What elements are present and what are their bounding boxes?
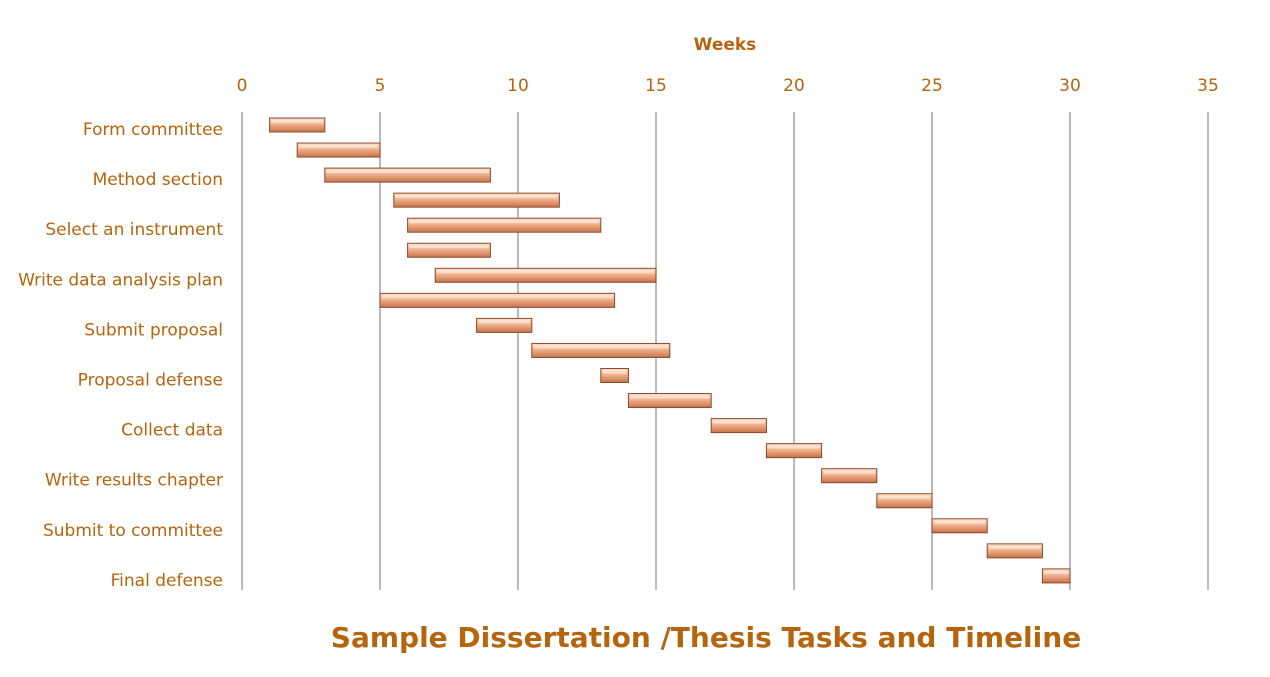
task-bar-body xyxy=(379,292,616,308)
task-bar-highlight xyxy=(713,420,765,424)
task-bar-body xyxy=(765,443,823,459)
task-bar xyxy=(600,368,629,383)
task-bar-body xyxy=(476,317,533,333)
x-tick-label: 30 xyxy=(1059,76,1081,96)
task-bar xyxy=(710,418,767,434)
task-bar-highlight xyxy=(934,520,986,524)
task-bar-highlight xyxy=(326,170,489,174)
category-label: Collect data xyxy=(121,421,223,441)
x-tick-label: 15 xyxy=(645,76,667,96)
task-bar-highlight xyxy=(409,245,489,249)
chart-title: Sample Dissertation /Thesis Tasks and Ti… xyxy=(331,621,1081,654)
x-axis-ticks: 0 5 10 15 20 25 30 35 xyxy=(237,76,1219,96)
task-bar xyxy=(379,292,616,308)
task-bar-highlight xyxy=(768,445,820,449)
x-tick-label: 35 xyxy=(1197,76,1219,96)
task-bar-highlight xyxy=(271,120,323,123)
task-bar-highlight xyxy=(630,395,710,399)
task-bar xyxy=(765,443,823,459)
category-label: Method section xyxy=(93,170,223,190)
task-bar-highlight xyxy=(299,145,378,149)
task-bar xyxy=(986,543,1043,559)
task-bar-highlight xyxy=(823,470,875,474)
task-bar-body xyxy=(600,368,629,383)
x-tick-label: 0 xyxy=(237,76,248,96)
task-bar-body xyxy=(269,117,326,133)
task-bar-body xyxy=(324,167,491,183)
task-bar xyxy=(393,192,560,208)
x-tick-label: 20 xyxy=(783,76,805,96)
task-bar-highlight xyxy=(533,345,668,349)
task-bar xyxy=(324,167,491,183)
task-bar-highlight xyxy=(437,270,654,274)
task-bar-body xyxy=(931,518,988,534)
task-bar-body xyxy=(876,493,933,509)
task-bar xyxy=(1041,568,1071,584)
task-bar xyxy=(627,393,712,409)
x-tick-label: 10 xyxy=(507,76,529,96)
task-bar-highlight xyxy=(409,220,599,224)
task-bar xyxy=(821,468,878,484)
x-tick-label: 5 xyxy=(375,76,386,96)
task-bar-highlight xyxy=(602,370,627,374)
task-bars xyxy=(269,117,1071,584)
category-label: Write results chapter xyxy=(45,471,223,491)
task-bar-body xyxy=(531,342,671,358)
task-bar-body xyxy=(296,142,381,158)
category-label: Write data analysis plan xyxy=(18,270,223,290)
task-bar-highlight xyxy=(382,295,613,299)
task-bar xyxy=(876,493,933,509)
task-bar xyxy=(931,518,988,534)
category-label: Submit proposal xyxy=(84,320,223,340)
task-bar-body xyxy=(1041,568,1071,584)
category-label: Submit to committee xyxy=(43,521,223,541)
task-bar xyxy=(531,342,671,358)
task-bar-body xyxy=(986,543,1043,559)
gridlines xyxy=(241,112,1209,590)
task-bar-body xyxy=(627,393,712,409)
task-bar-body xyxy=(407,242,491,258)
task-bar-body xyxy=(710,418,767,434)
task-bar-highlight xyxy=(989,545,1041,549)
task-bar-body xyxy=(434,267,657,283)
task-bar-body xyxy=(407,217,602,233)
task-bar xyxy=(407,242,491,258)
task-bar-highlight xyxy=(478,320,530,324)
task-bar xyxy=(296,142,381,158)
category-labels: Form committee Method section Select an in… xyxy=(18,120,223,591)
task-bar-body xyxy=(821,468,878,484)
x-tick-label: 25 xyxy=(921,76,943,96)
category-label: Final defense xyxy=(111,571,223,591)
task-bar xyxy=(476,317,533,333)
x-axis-title: Weeks xyxy=(694,35,757,55)
task-bar-highlight xyxy=(878,495,930,499)
category-label: Form committee xyxy=(83,120,223,140)
task-bar-body xyxy=(393,192,560,208)
task-bar-highlight xyxy=(1044,570,1068,574)
task-bar xyxy=(434,267,657,283)
category-label: Select an instrument xyxy=(45,220,223,240)
task-bar xyxy=(407,217,602,233)
task-bar-highlight xyxy=(395,195,558,199)
task-bar xyxy=(269,117,326,133)
category-label: Proposal defense xyxy=(78,371,223,391)
